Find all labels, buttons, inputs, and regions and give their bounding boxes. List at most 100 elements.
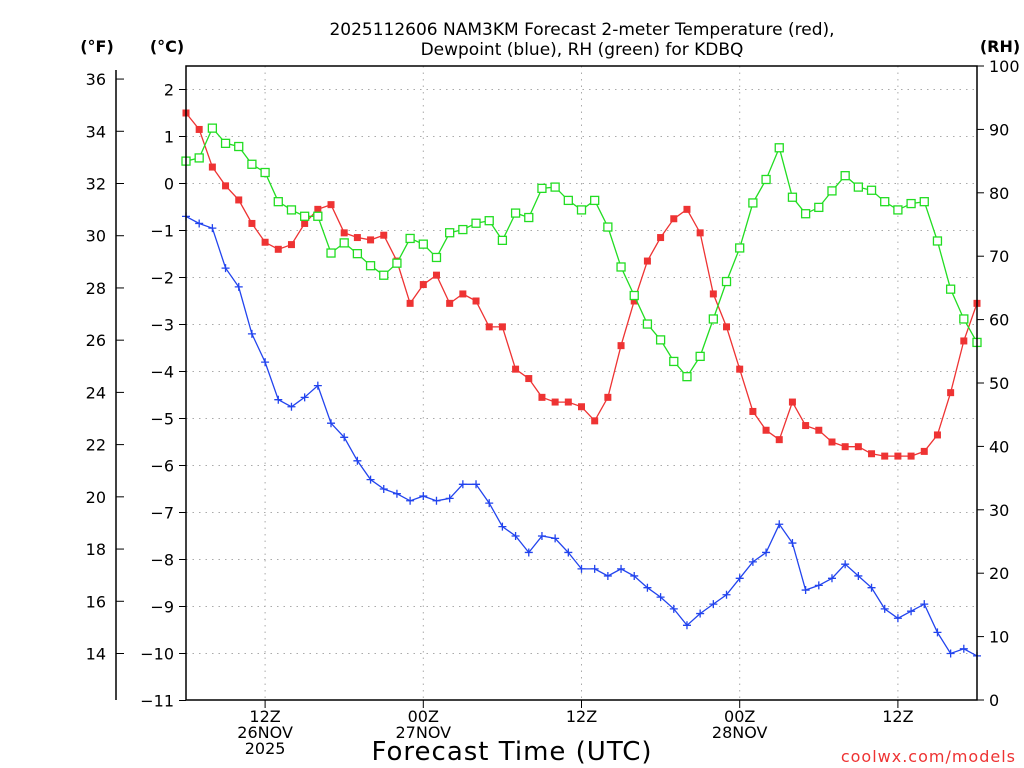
rh-tick-label: 40	[989, 437, 1009, 456]
dewpoint-point	[261, 358, 270, 367]
rh-point	[260, 167, 270, 178]
celsius-tick-label: −2	[150, 269, 174, 288]
rh-point	[194, 153, 204, 163]
2-meter-temperature-point	[327, 201, 335, 209]
rh-point	[761, 174, 771, 185]
2-meter-temperature-point	[301, 219, 309, 227]
2-meter-temperature-point	[788, 398, 796, 406]
dewpoint-point	[867, 583, 876, 592]
time-tick-label: 28NOV	[712, 723, 768, 742]
plot-frame	[185, 65, 978, 701]
2-meter-temperature-point	[815, 426, 823, 434]
rh-point	[365, 261, 376, 271]
2-meter-temperature-point	[947, 389, 955, 397]
dewpoint-point	[313, 381, 322, 390]
rh-point	[590, 195, 600, 206]
rh-point	[616, 262, 626, 272]
2-meter-temperature-point	[723, 323, 731, 331]
dewpoint-point	[682, 621, 691, 630]
2-meter-temperature-point	[406, 299, 414, 307]
rh-point	[735, 243, 745, 253]
dewpoint-point	[735, 574, 744, 583]
celsius-axis: 2 1 0 −1 −2 −3 −4 −5 −6 −7 −8 −9 −10 −11	[140, 81, 186, 711]
dewpoint-point	[893, 614, 902, 623]
rh-tick-label: 0	[989, 691, 999, 710]
dewpoint-point	[775, 520, 784, 529]
2-meter-temperature-point	[551, 398, 559, 406]
rh-point	[550, 182, 560, 192]
2-meter-temperature-point	[314, 205, 322, 213]
dewpoint-point	[432, 496, 441, 505]
fahrenheit-tick-label: 16	[86, 592, 106, 611]
2-meter-temperature-point	[657, 234, 665, 242]
2-meter-temperature-point	[353, 234, 361, 242]
rh-point	[787, 192, 798, 202]
dewpoint-point	[485, 499, 494, 508]
dewpoint-point	[933, 628, 942, 637]
2-meter-temperature-point	[920, 447, 928, 455]
chart-title-line1: 2025112606 NAM3KM Forecast 2-meter Tempe…	[329, 20, 834, 40]
2-meter-temperature-point	[881, 452, 889, 460]
2-meter-temperature-point	[630, 297, 638, 305]
rh-point	[576, 205, 587, 215]
rh-point	[695, 351, 705, 362]
dewpoint-point	[300, 393, 309, 402]
2-meter-temperature-point	[617, 342, 625, 350]
dewpoint-point	[195, 219, 204, 228]
dewpoint-point	[748, 557, 757, 566]
2-meter-temperature-point	[512, 365, 520, 373]
2-meter-temperature-point	[907, 452, 915, 460]
dewpoint-point	[458, 480, 467, 489]
celsius-tick-label: −11	[140, 692, 174, 711]
rh-point	[207, 123, 218, 133]
rh-point	[326, 248, 336, 258]
2-meter-temperature-point	[762, 426, 770, 434]
dewpoint-point	[827, 574, 836, 583]
2-meter-temperature-point	[894, 452, 902, 460]
2-meter-temperature-point	[604, 393, 612, 401]
rh-point	[774, 143, 784, 153]
2-meter-temperature-point	[643, 257, 651, 265]
rh-point	[445, 228, 455, 238]
rh-point	[959, 314, 969, 324]
rh-point	[814, 202, 824, 213]
rh-point	[919, 197, 929, 207]
rh-point	[379, 270, 389, 280]
dewpoint-point	[788, 539, 797, 548]
rh-point	[497, 235, 508, 246]
2-meter-temperature-point	[578, 403, 585, 411]
fahrenheit-tick-label: 34	[86, 122, 106, 141]
rh-tick-label: 30	[989, 501, 1009, 520]
rh-point	[932, 236, 943, 246]
rh-point	[418, 239, 428, 249]
dewpoint-point	[959, 644, 968, 653]
2-meter-temperature-point	[459, 290, 467, 298]
rh-point	[273, 197, 283, 207]
dewpoint-point	[524, 548, 533, 557]
rh-point	[286, 205, 297, 215]
2-meter-temperature-point	[367, 236, 375, 244]
celsius-tick-label: 2	[164, 81, 174, 100]
rh-point	[642, 319, 653, 329]
rh-point	[352, 249, 363, 259]
rh-point	[299, 211, 310, 221]
time-tick-label: 2025	[245, 739, 286, 758]
rh-tick-label: 70	[989, 247, 1009, 266]
celsius-tick-label: −1	[150, 222, 174, 241]
2-meter-temperature-point	[828, 438, 836, 446]
rh-point	[510, 208, 521, 218]
2-meter-temperature-point	[775, 436, 783, 444]
chart-title-line2: Dewpoint (blue), RH (green) for KDBQ	[421, 40, 744, 60]
2-meter-temperature-point	[736, 365, 744, 373]
time-tick-label: 12Z	[882, 707, 913, 726]
rh-point	[906, 198, 916, 209]
rh-point	[471, 218, 481, 228]
rh-point	[655, 335, 666, 345]
gridlines	[186, 66, 977, 700]
rh-point	[247, 159, 257, 169]
rh-point	[880, 197, 890, 207]
rh-point	[866, 185, 877, 195]
dewpoint-point	[551, 534, 560, 543]
rh-point	[721, 276, 732, 287]
